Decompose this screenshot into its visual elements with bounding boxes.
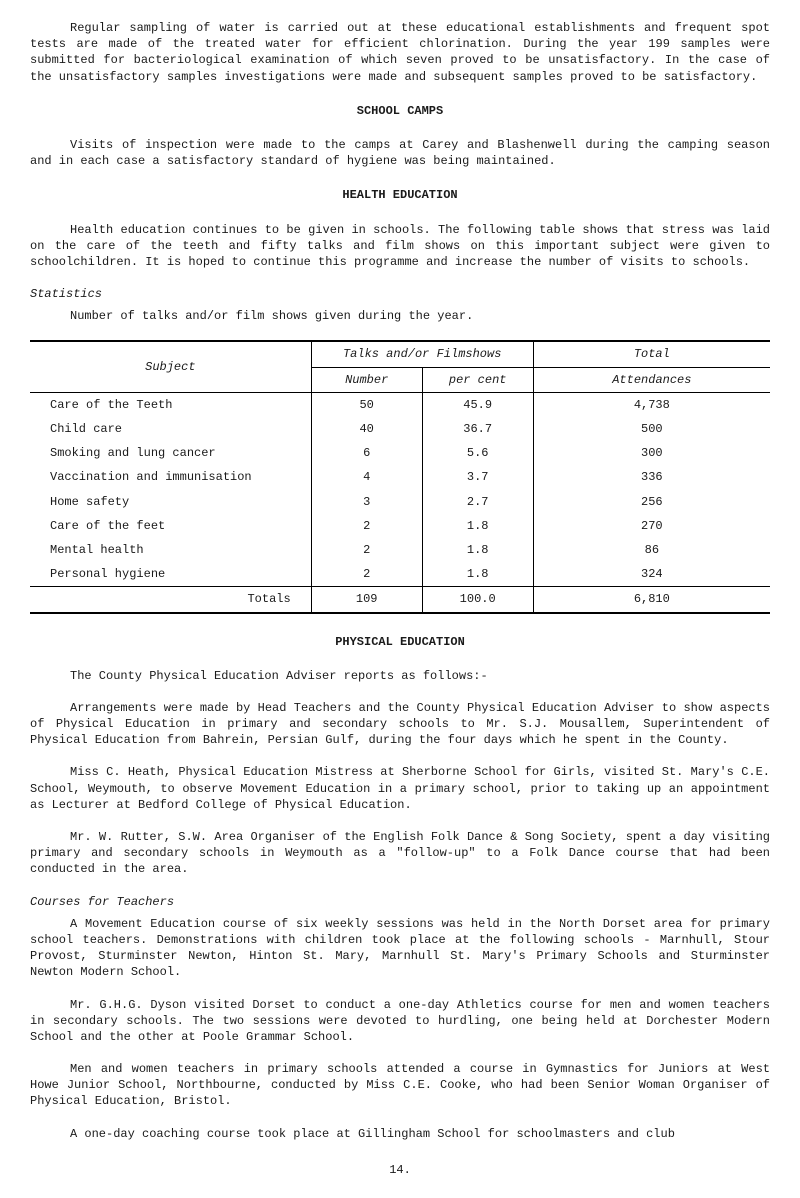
- totals-percent: 100.0: [422, 587, 533, 613]
- health-education-paragraph: Health education continues to be given i…: [30, 222, 770, 271]
- cell-attendances: 324: [533, 562, 770, 587]
- table-totals-row: Totals 109 100.0 6,810: [30, 587, 770, 613]
- table-row: Vaccination and immunisation 4 3.7 336: [30, 465, 770, 489]
- cell-subject: Child care: [30, 417, 311, 441]
- table-row: Mental health 2 1.8 86: [30, 538, 770, 562]
- pe-paragraph-4: Mr. W. Rutter, S.W. Area Organiser of th…: [30, 829, 770, 878]
- pe-paragraph-3: Miss C. Heath, Physical Education Mistre…: [30, 764, 770, 813]
- cell-subject: Smoking and lung cancer: [30, 441, 311, 465]
- cell-percent: 2.7: [422, 490, 533, 514]
- cell-attendances: 270: [533, 514, 770, 538]
- totals-attendances: 6,810: [533, 587, 770, 613]
- cell-percent: 3.7: [422, 465, 533, 489]
- cell-percent: 45.9: [422, 392, 533, 417]
- pe-paragraph-2: Arrangements were made by Head Teachers …: [30, 700, 770, 749]
- pe-paragraph-1: The County Physical Education Adviser re…: [30, 668, 770, 684]
- table-intro: Number of talks and/or film shows given …: [30, 308, 770, 324]
- table-header-row-1: Subject Talks and/or Filmshows Total: [30, 341, 770, 367]
- table-row: Child care 40 36.7 500: [30, 417, 770, 441]
- school-camps-header: SCHOOL CAMPS: [30, 103, 770, 119]
- table-row: Care of the Teeth 50 45.9 4,738: [30, 392, 770, 417]
- col-talks-group: Talks and/or Filmshows: [311, 341, 533, 367]
- table-row: Care of the feet 2 1.8 270: [30, 514, 770, 538]
- cell-attendances: 336: [533, 465, 770, 489]
- cell-number: 2: [311, 538, 422, 562]
- pe-paragraph-5: A Movement Education course of six weekl…: [30, 916, 770, 981]
- table-row: Personal hygiene 2 1.8 324: [30, 562, 770, 587]
- cell-subject: Care of the feet: [30, 514, 311, 538]
- cell-subject: Care of the Teeth: [30, 392, 311, 417]
- cell-percent: 1.8: [422, 538, 533, 562]
- cell-number: 3: [311, 490, 422, 514]
- school-camps-paragraph: Visits of inspection were made to the ca…: [30, 137, 770, 169]
- totals-number: 109: [311, 587, 422, 613]
- cell-percent: 36.7: [422, 417, 533, 441]
- table-row: Smoking and lung cancer 6 5.6 300: [30, 441, 770, 465]
- cell-number: 6: [311, 441, 422, 465]
- cell-number: 50: [311, 392, 422, 417]
- col-subject: Subject: [30, 341, 311, 392]
- col-total: Total: [533, 341, 770, 367]
- cell-attendances: 86: [533, 538, 770, 562]
- statistics-label: Statistics: [30, 286, 770, 302]
- cell-attendances: 4,738: [533, 392, 770, 417]
- courses-label: Courses for Teachers: [30, 894, 770, 910]
- page-number: 14.: [30, 1162, 770, 1178]
- col-percent: per cent: [422, 367, 533, 392]
- cell-subject: Home safety: [30, 490, 311, 514]
- cell-number: 4: [311, 465, 422, 489]
- pe-paragraph-6: Mr. G.H.G. Dyson visited Dorset to condu…: [30, 997, 770, 1046]
- cell-percent: 1.8: [422, 562, 533, 587]
- cell-number: 2: [311, 514, 422, 538]
- statistics-table: Subject Talks and/or Filmshows Total Num…: [30, 340, 770, 613]
- table-row: Home safety 3 2.7 256: [30, 490, 770, 514]
- cell-number: 2: [311, 562, 422, 587]
- pe-paragraph-7: Men and women teachers in primary school…: [30, 1061, 770, 1110]
- cell-subject: Personal hygiene: [30, 562, 311, 587]
- cell-percent: 5.6: [422, 441, 533, 465]
- col-number: Number: [311, 367, 422, 392]
- pe-paragraph-8: A one-day coaching course took place at …: [30, 1126, 770, 1142]
- cell-attendances: 256: [533, 490, 770, 514]
- cell-attendances: 300: [533, 441, 770, 465]
- cell-attendances: 500: [533, 417, 770, 441]
- cell-subject: Mental health: [30, 538, 311, 562]
- cell-number: 40: [311, 417, 422, 441]
- cell-subject: Vaccination and immunisation: [30, 465, 311, 489]
- cell-percent: 1.8: [422, 514, 533, 538]
- totals-label: Totals: [30, 587, 311, 613]
- col-attendances: Attendances: [533, 367, 770, 392]
- intro-paragraph: Regular sampling of water is carried out…: [30, 20, 770, 85]
- health-education-header: HEALTH EDUCATION: [30, 187, 770, 203]
- physical-education-header: PHYSICAL EDUCATION: [30, 634, 770, 650]
